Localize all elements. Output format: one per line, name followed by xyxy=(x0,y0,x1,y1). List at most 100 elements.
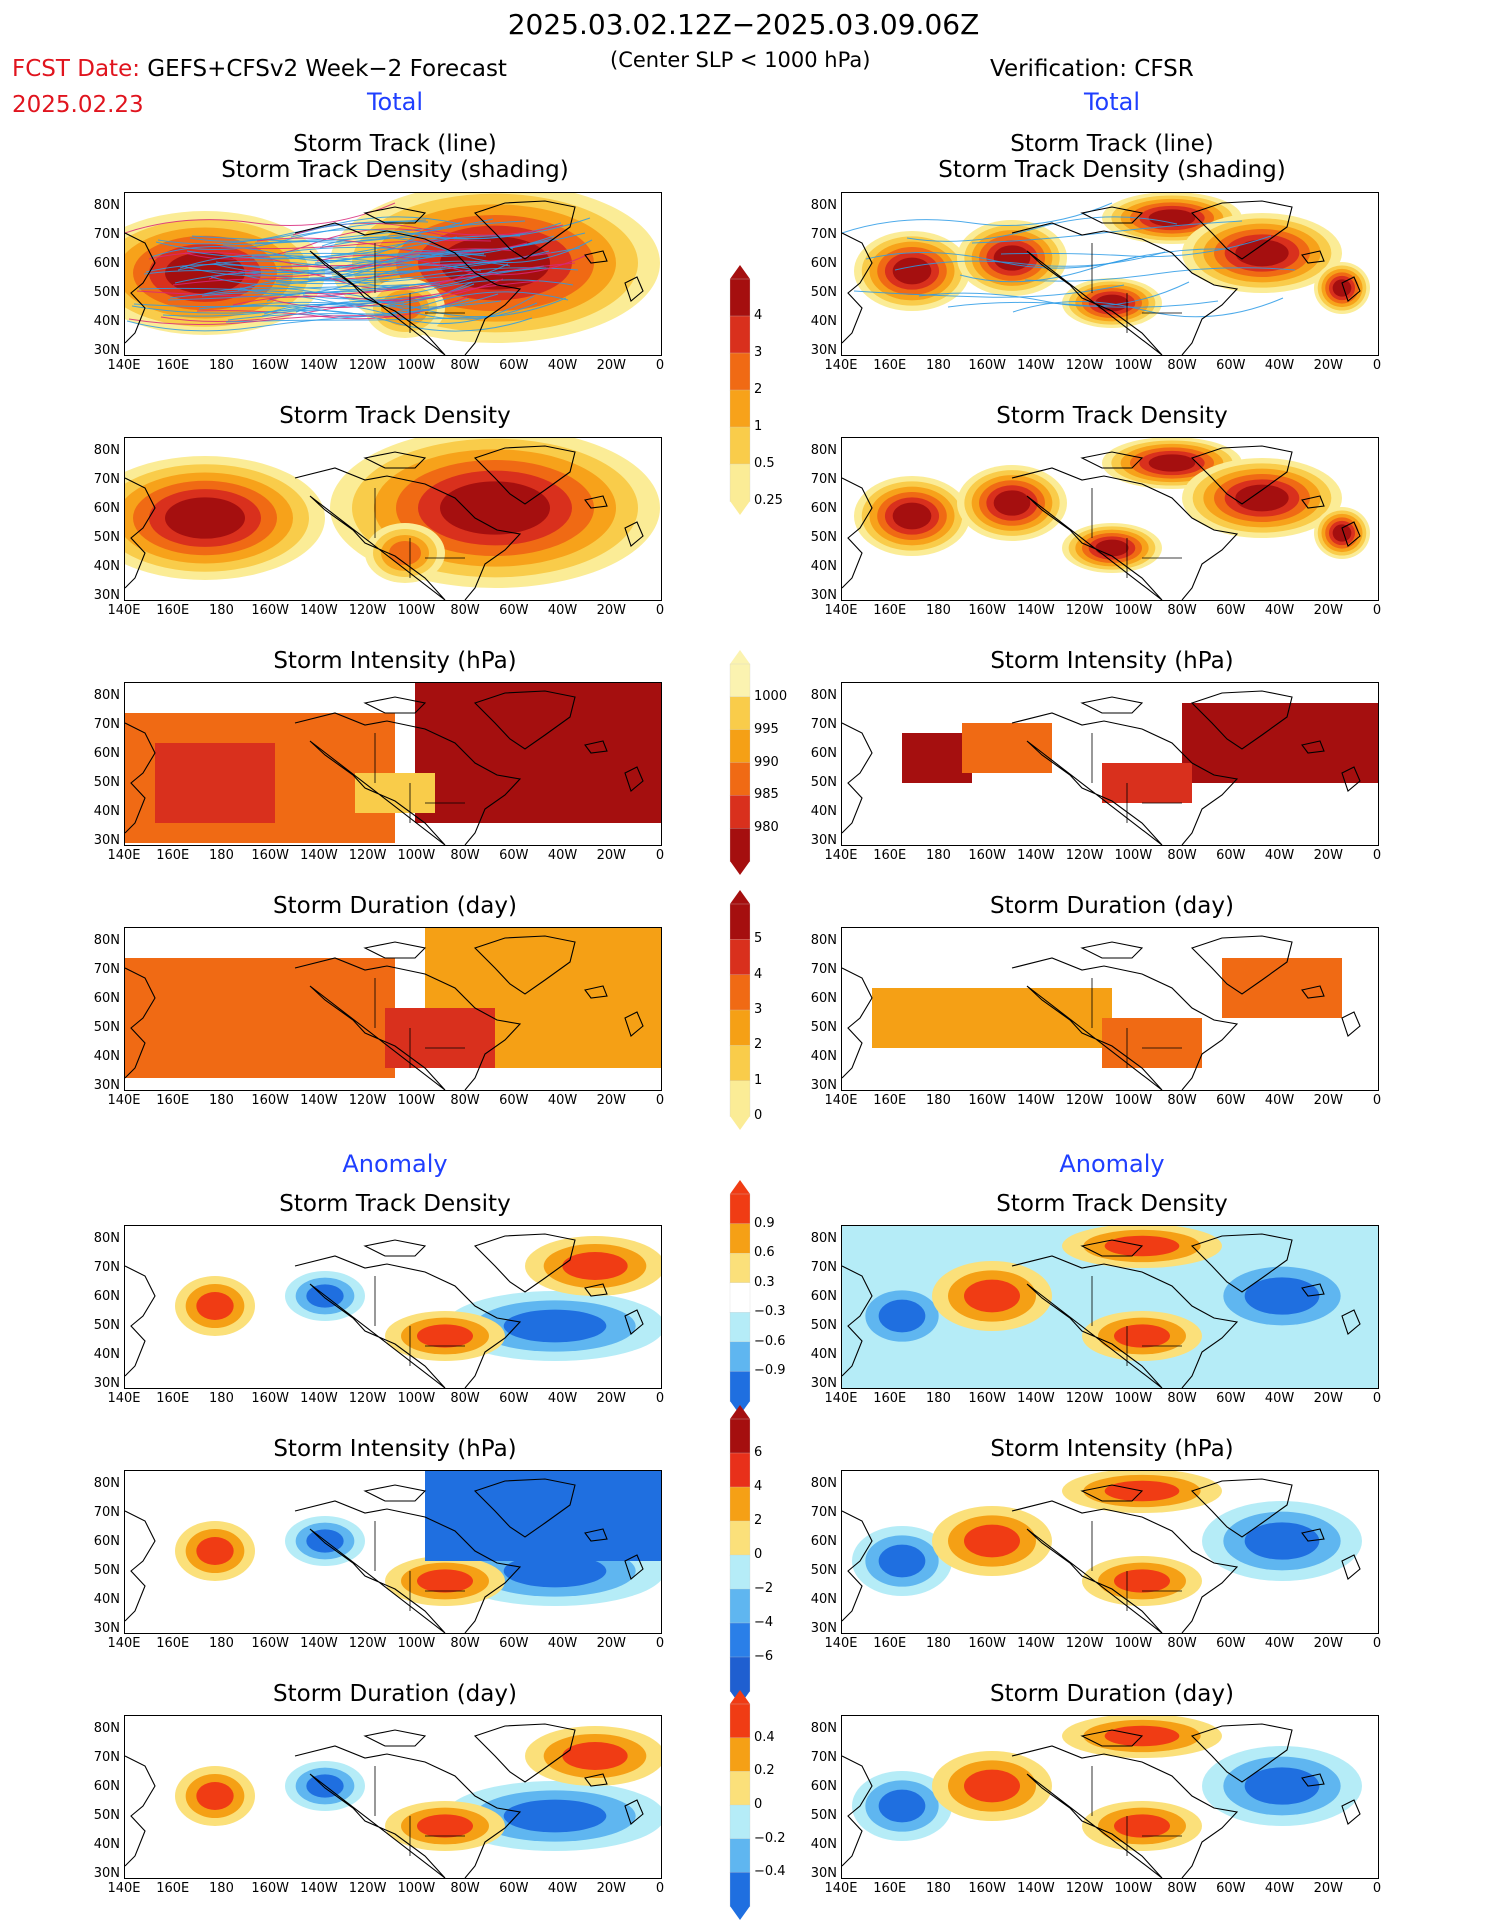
coastline xyxy=(1080,1729,1144,1747)
track-line xyxy=(316,254,588,276)
political-boundary xyxy=(374,243,465,333)
lon-label: 80W xyxy=(450,1391,480,1406)
lon-label: 120W xyxy=(1065,848,1104,863)
lon-label: 40W xyxy=(1264,603,1295,618)
lon-label: 100W xyxy=(397,1881,436,1896)
lon-label: 180 xyxy=(209,1881,234,1896)
colorbar-swatch xyxy=(729,1080,751,1117)
political-boundary xyxy=(374,1766,465,1856)
colorbar-swatch xyxy=(729,315,751,354)
lon-label: 40W xyxy=(547,848,578,863)
density-blob-pacific-w xyxy=(892,502,932,530)
coastline xyxy=(1011,1745,1239,1878)
lon-label: 100W xyxy=(397,848,436,863)
lat-label: 60N xyxy=(93,1779,120,1794)
lat-label: 50N xyxy=(810,1020,837,1035)
colorbar-swatch xyxy=(729,1282,751,1313)
lon-label: 140E xyxy=(824,358,858,373)
lon-label: 40W xyxy=(547,1636,578,1651)
lon-label: 140E xyxy=(107,358,141,373)
coastline xyxy=(842,1265,873,1377)
lat-label: 80N xyxy=(93,198,120,213)
colorbar-swatch xyxy=(729,1371,751,1402)
map-svg xyxy=(125,1471,661,1633)
colorbar-label: 0 xyxy=(754,1797,763,1812)
lon-label: 140W xyxy=(1017,358,1055,373)
lat-label: 70N xyxy=(810,227,837,242)
lon-label: 20W xyxy=(596,1391,626,1406)
lon-label: 100W xyxy=(1114,358,1153,373)
lat-label: 30N xyxy=(810,833,837,848)
lat-label: 40N xyxy=(93,1837,120,1852)
lon-label: 160E xyxy=(873,1636,907,1651)
coastline xyxy=(842,1755,873,1867)
track-line xyxy=(213,253,485,273)
anomaly-positive xyxy=(417,1814,473,1838)
anomaly-negative xyxy=(503,1309,607,1343)
lat-label: 50N xyxy=(810,1808,837,1823)
density-blob-pacific-e xyxy=(993,245,1031,271)
title-duration-total-right: Storm Duration (day) xyxy=(990,893,1234,919)
lon-label: 120W xyxy=(1065,1391,1104,1406)
lat-label: 80N xyxy=(93,1231,120,1246)
coastline xyxy=(473,1478,576,1538)
anomaly-positive xyxy=(196,1537,234,1565)
lat-label: 30N xyxy=(810,1078,837,1093)
colorbar-swatch xyxy=(729,1554,751,1590)
lat-label: 30N xyxy=(810,1376,837,1391)
track-line xyxy=(155,219,427,250)
lat-label: 40N xyxy=(810,314,837,329)
coastline xyxy=(1301,495,1325,509)
colorbar-label: 980 xyxy=(754,820,779,836)
density-blob-baffin xyxy=(1148,209,1196,227)
colorbar-swatch xyxy=(729,974,751,1011)
track-line xyxy=(906,216,1178,242)
colorbar-duration_anom xyxy=(728,1690,752,1924)
title-density-total-right: Storm Track Density xyxy=(996,403,1228,429)
lon-label: 100W xyxy=(397,1391,436,1406)
density-blob-atlantic xyxy=(440,481,550,535)
coastline xyxy=(1080,1239,1144,1257)
lat-label: 50N xyxy=(93,1318,120,1333)
coastline xyxy=(1341,1011,1361,1037)
lat-label: 80N xyxy=(93,688,120,703)
lon-label: 60W xyxy=(1216,1636,1246,1651)
lon-label: 140E xyxy=(107,1391,141,1406)
coastline xyxy=(1301,1773,1325,1787)
anomaly-positive xyxy=(417,1569,473,1593)
coastline xyxy=(584,985,608,999)
lat-label: 30N xyxy=(93,588,120,603)
track-line xyxy=(150,234,422,262)
colorbar-swatch xyxy=(729,1045,751,1082)
lon-label: 20W xyxy=(596,1093,626,1108)
coastline xyxy=(624,521,644,547)
colorbar-label: −0.9 xyxy=(754,1363,786,1379)
lat-label: 40N xyxy=(93,314,120,329)
colorbar-label: 6 xyxy=(754,1445,763,1460)
lon-label: 160W xyxy=(968,1636,1006,1651)
colorbar-swatch xyxy=(729,1486,751,1522)
colorbar-density_total xyxy=(728,265,752,519)
political-boundary xyxy=(374,1276,465,1366)
political-boundary xyxy=(374,1521,465,1611)
colorbar-arrow-bottom xyxy=(730,861,750,875)
intensity-core xyxy=(155,743,275,823)
map-panel-duration-right xyxy=(841,927,1379,1091)
colorbar-swatch xyxy=(729,1223,751,1254)
map-panel-ianom-left xyxy=(124,1470,662,1634)
lon-label: 60W xyxy=(499,358,529,373)
coastline xyxy=(1011,467,1239,600)
coastline xyxy=(1190,690,1293,750)
coastline xyxy=(294,467,522,600)
colorbar-swatch xyxy=(729,1520,751,1556)
coastline xyxy=(1190,1233,1293,1293)
coastline xyxy=(363,941,427,959)
track-line xyxy=(1024,267,1296,282)
lon-label: 0 xyxy=(1372,1881,1382,1896)
coastline xyxy=(1011,712,1239,845)
coastline xyxy=(1011,1255,1239,1388)
fcst-line: FCST Date: GEFS+CFSv2 Week−2 Forecast xyxy=(12,56,507,82)
map-svg xyxy=(125,1723,661,1878)
lat-label: 70N xyxy=(810,1260,837,1275)
lat-label: 40N xyxy=(810,804,837,819)
